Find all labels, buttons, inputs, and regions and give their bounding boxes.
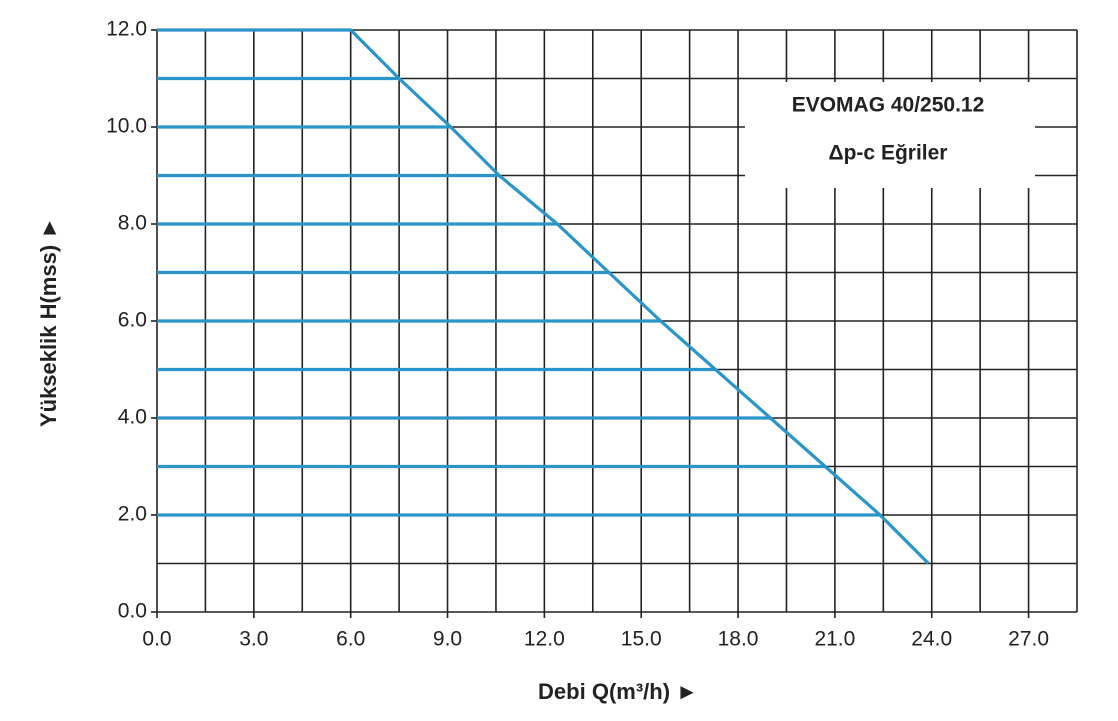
annotation: EVOMAG 40/250.12 (792, 94, 985, 117)
y-tick-label: 6.0 (118, 309, 147, 332)
y-tick-label: 8.0 (118, 212, 147, 235)
x-tick-label: 15.0 (621, 628, 662, 651)
x-tick-label: 9.0 (433, 628, 462, 651)
x-tick-label: 12.0 (524, 628, 565, 651)
y-axis-title: Yükseklik H(mss) ► (36, 217, 61, 427)
y-tick-label: 12.0 (106, 18, 147, 41)
annotation-box (745, 82, 1035, 188)
x-tick-label: 6.0 (336, 628, 365, 651)
x-axis-title: Debi Q(m³/h) ► (538, 679, 698, 704)
annotation: Δp-c Eğriler (829, 142, 948, 165)
x-tick-label: 21.0 (814, 628, 855, 651)
y-tick-label: 2.0 (118, 503, 147, 526)
y-tick-label: 10.0 (106, 115, 147, 138)
y-tick-label: 0.0 (118, 600, 147, 623)
x-tick-label: 27.0 (1008, 628, 1049, 651)
x-tick-label: 18.0 (718, 628, 759, 651)
x-tick-label: 24.0 (911, 628, 952, 651)
y-tick-label: 4.0 (118, 406, 147, 429)
x-tick-label: 0.0 (142, 628, 171, 651)
x-tick-label: 3.0 (239, 628, 268, 651)
